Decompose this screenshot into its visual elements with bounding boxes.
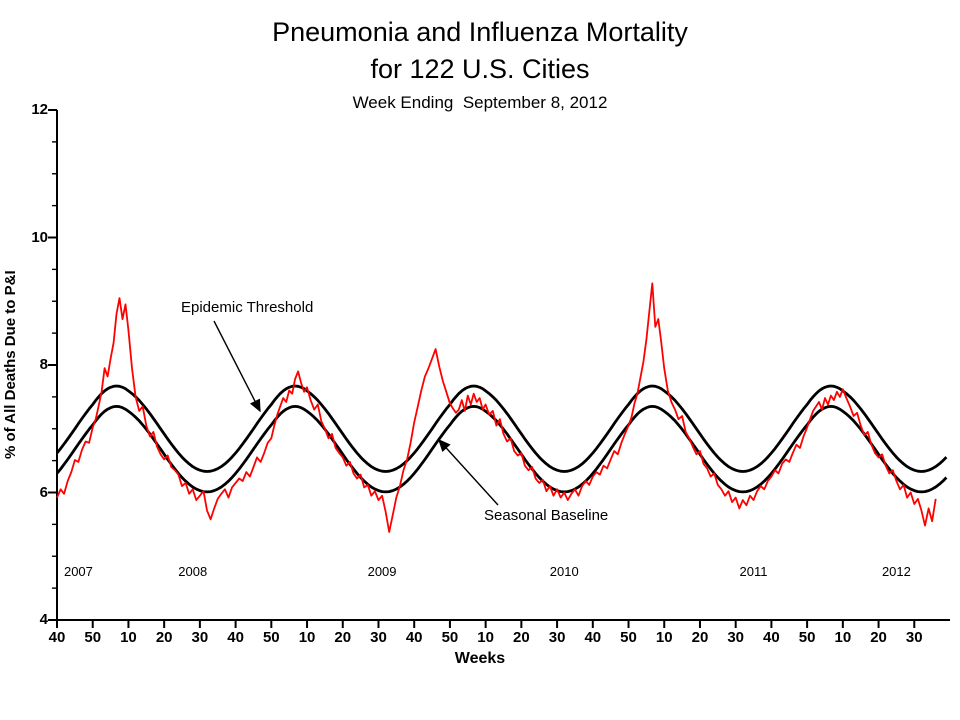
x-axis-title: Weeks <box>454 650 506 667</box>
y-tick-label: 10 <box>31 228 48 246</box>
x-tick-label: 10 <box>655 629 673 646</box>
chart-title-line1: Pneumonia and Influenza Mortality <box>272 17 688 47</box>
x-tick-label: 50 <box>798 629 816 646</box>
x-tick-label: 40 <box>763 629 780 646</box>
x-tick-label: 10 <box>120 629 137 646</box>
x-tick-label: 40 <box>584 629 602 646</box>
x-tick-label: 20 <box>155 629 173 646</box>
year-label: 2008 <box>178 564 208 579</box>
x-tick-label: 20 <box>691 629 709 646</box>
chart-subtitle: Week Ending September 8, 2012 <box>352 93 608 112</box>
x-tick-label: 10 <box>834 629 852 646</box>
seasonal-baseline-label: Seasonal Baseline <box>484 507 609 524</box>
year-label: 2007 <box>63 564 93 579</box>
annotation-arrows-group <box>213 320 499 506</box>
epidemic-threshold-arrow <box>213 320 261 413</box>
x-tick-label: 30 <box>191 629 209 646</box>
year-label: 2011 <box>739 564 768 579</box>
x-tick-label: 40 <box>227 629 244 646</box>
x-tick-label: 10 <box>298 629 316 646</box>
y-tick-label: 6 <box>39 483 48 501</box>
axes-group <box>48 109 950 628</box>
x-tick-label: 10 <box>477 629 494 646</box>
x-tick-label: 50 <box>262 629 280 646</box>
epidemic-threshold-label: Epidemic Threshold <box>181 299 314 316</box>
x-tick-label: 50 <box>441 629 459 646</box>
series-group <box>55 282 948 533</box>
year-label: 2012 <box>881 564 911 579</box>
baseline-curve <box>55 404 948 494</box>
chart-title-line2: for 122 U.S. Cities <box>370 54 590 84</box>
y-tick-label: 8 <box>39 356 48 373</box>
x-tick-label: 30 <box>905 629 923 646</box>
x-tick-label: 50 <box>84 629 102 646</box>
x-tick-label: 20 <box>870 629 887 646</box>
x-tick-label: 50 <box>620 629 637 646</box>
x-tick-label: 30 <box>548 629 566 646</box>
y-tick-label: 12 <box>31 101 48 118</box>
year-label: 2010 <box>549 564 579 579</box>
x-tick-label: 30 <box>370 629 387 646</box>
x-tick-label: 40 <box>405 629 423 646</box>
x-tick-label: 30 <box>727 629 745 646</box>
year-label: 2009 <box>367 564 397 579</box>
x-tick-label: 20 <box>334 629 352 646</box>
seasonal-baseline-arrow <box>438 438 499 506</box>
threshold-curve <box>55 384 948 473</box>
y-tick-label: 4 <box>39 611 48 628</box>
x-tick-label: 20 <box>513 629 530 646</box>
observed-series-line <box>56 282 937 533</box>
title-block: Pneumonia and Influenza Mortality for 12… <box>0 14 960 113</box>
x-tick-label: 40 <box>48 629 66 646</box>
